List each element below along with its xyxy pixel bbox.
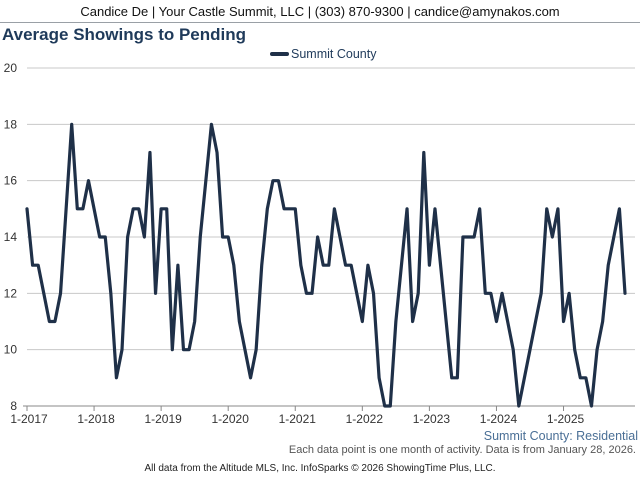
y-tick-label: 16 — [4, 174, 18, 188]
y-tick-label: 20 — [4, 61, 18, 75]
x-tick-label: 1-2022 — [346, 412, 384, 426]
x-tick-label: 1-2020 — [212, 412, 250, 426]
x-tick-label: 1-2021 — [279, 412, 317, 426]
x-tick-label: 1-2025 — [547, 412, 585, 426]
header-contact-bar: Candice De | Your Castle Summit, LLC | (… — [0, 0, 640, 23]
y-tick-label: 14 — [4, 230, 18, 244]
data-note: Each data point is one month of activity… — [288, 444, 636, 456]
y-tick-labels: 8 10 12 14 16 18 20 — [4, 61, 18, 413]
x-tick-label: 1-2017 — [10, 412, 48, 426]
legend-label[interactable]: Summit County — [291, 47, 377, 61]
header-contact-text: Candice De | Your Castle Summit, LLC | (… — [80, 3, 560, 19]
x-tick-label: 1-2024 — [480, 412, 518, 426]
x-tick-labels: 1-2017 1-2018 1-2019 1-2020 1-2021 1-2022 1-20… — [10, 412, 584, 426]
chart-subtitle: Summit County: Residential — [483, 429, 638, 443]
series-layer — [25, 122, 627, 408]
x-tick-label: 1-2023 — [413, 412, 451, 426]
y-tick-label: 10 — [4, 343, 18, 357]
series-line-summit-county — [25, 122, 627, 408]
legend[interactable]: Summit County — [270, 47, 377, 61]
y-tick-label: 18 — [4, 117, 18, 131]
y-tick-label: 8 — [10, 399, 17, 413]
x-tick-label: 1-2019 — [144, 412, 182, 426]
x-tick-label: 1-2018 — [77, 412, 115, 426]
data-credit: All data from the Altitude MLS, Inc. Inf… — [144, 463, 496, 474]
chart-title: Average Showings to Pending — [2, 25, 247, 44]
y-tick-label: 12 — [4, 286, 18, 300]
